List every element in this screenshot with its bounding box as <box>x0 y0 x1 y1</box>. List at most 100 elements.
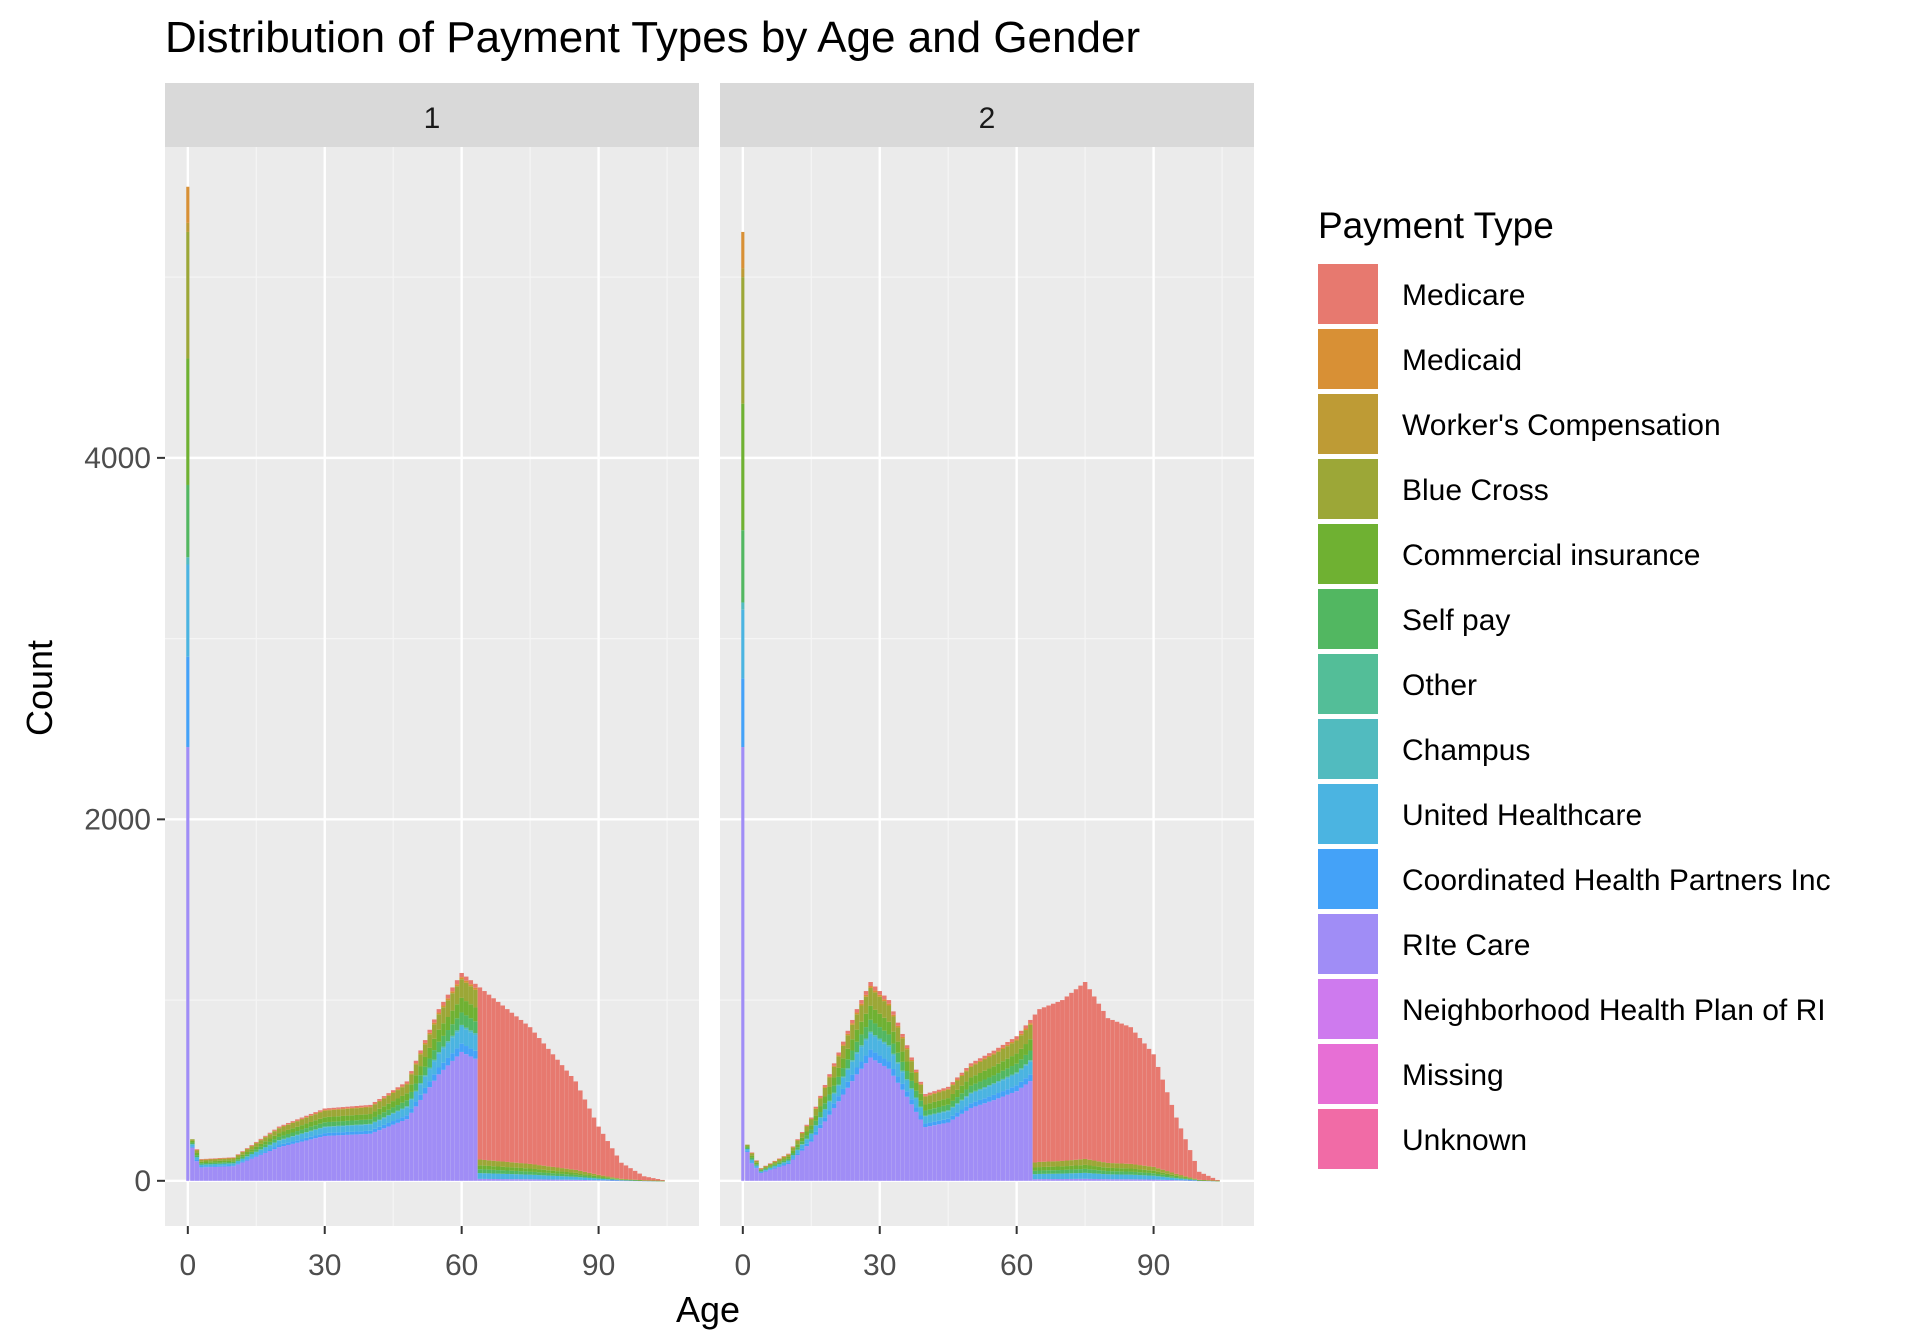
bar-segment <box>486 1160 492 1166</box>
bar-segment <box>1023 1064 1029 1066</box>
bar-segment <box>1055 1161 1060 1167</box>
bar-segment <box>331 1109 337 1110</box>
legend-item: Blue Cross <box>1318 459 1549 519</box>
legend-label: Champus <box>1402 734 1530 767</box>
bar-segment <box>836 1052 841 1056</box>
bar-segment <box>754 1164 759 1166</box>
bar-segment <box>790 1159 796 1181</box>
bar-segment <box>781 1162 787 1165</box>
bar-segment <box>605 1179 610 1181</box>
bar-segment <box>1178 1180 1184 1181</box>
bar-segment <box>932 1113 937 1115</box>
bar-segment <box>212 1163 218 1165</box>
bar-segment <box>809 1118 814 1120</box>
bar-segment <box>308 1130 314 1132</box>
bar-segment <box>991 1053 997 1055</box>
bar-segment <box>244 1149 250 1153</box>
bar-segment <box>276 1133 282 1137</box>
bar-segment <box>945 1088 951 1090</box>
bar-segment <box>827 1110 832 1115</box>
bar-segment <box>859 1068 864 1181</box>
bar-segment <box>422 1093 428 1181</box>
bar-segment <box>564 1176 569 1180</box>
bar-segment <box>1137 1165 1143 1170</box>
bar-segment <box>882 1058 887 1066</box>
bar-segment <box>741 231 745 269</box>
bar-segment <box>1114 1171 1120 1175</box>
bar-segment <box>628 1179 633 1181</box>
bar-segment <box>964 1068 969 1071</box>
bar-segment <box>863 1040 869 1056</box>
bar-segment <box>605 1178 610 1180</box>
bar-segment <box>217 1164 223 1166</box>
bar-segment <box>1018 1030 1024 1034</box>
bar-segment <box>932 1091 937 1093</box>
bar-segment <box>482 1165 487 1170</box>
bar-segment <box>863 996 869 1014</box>
bar-segment <box>486 1165 492 1170</box>
bar-segment <box>827 1074 832 1077</box>
legend-label: Neighborhood Health Plan of RI <box>1402 994 1826 1027</box>
bar-segment <box>850 1050 855 1061</box>
bar-segment <box>363 1124 369 1131</box>
bar-segment <box>1055 1001 1060 1162</box>
bar-segment <box>1087 1178 1092 1181</box>
bar-segment <box>568 1169 574 1173</box>
bar-segment <box>454 1056 460 1181</box>
bar-segment <box>987 1096 992 1102</box>
bar-segment <box>1014 1039 1019 1041</box>
bar-segment <box>836 1076 841 1085</box>
bar-segment <box>932 1125 937 1181</box>
bar-segment <box>340 1135 346 1181</box>
bar-segment <box>313 1114 318 1121</box>
bar-segment <box>409 1084 414 1092</box>
bar-segment <box>386 1115 391 1116</box>
bar-segment <box>1178 1128 1184 1176</box>
bar-segment <box>628 1179 633 1180</box>
bar-segment <box>272 1131 277 1136</box>
bar-segment <box>313 1135 318 1139</box>
bar-segment <box>741 277 745 404</box>
bar-segment <box>1028 1039 1033 1051</box>
bar-segment <box>813 1125 819 1132</box>
bar-segment <box>909 1088 914 1090</box>
bar-segment <box>217 1158 223 1161</box>
bar-segment <box>1155 1066 1161 1169</box>
bar-segment <box>1119 1171 1124 1175</box>
bar-segment <box>781 1156 787 1158</box>
bar-segment <box>854 1074 860 1181</box>
bar-segment <box>891 1011 896 1015</box>
bar-segment <box>632 1170 638 1180</box>
bar-segment <box>1146 1179 1152 1181</box>
bar-segment <box>340 1115 346 1122</box>
bar-segment <box>1174 1117 1179 1174</box>
bar-segment <box>1105 1018 1111 1163</box>
bar-segment <box>982 1098 987 1104</box>
bar-segment <box>317 1134 323 1138</box>
bar-segment <box>840 1058 846 1069</box>
bar-segment <box>409 1073 414 1075</box>
bar-segment <box>1014 1040 1019 1054</box>
bar-segment <box>249 1153 254 1155</box>
bar-segment <box>203 1163 209 1165</box>
bar-segment <box>377 1101 382 1109</box>
bar-segment <box>418 1099 423 1181</box>
bar-segment <box>404 1083 410 1085</box>
bar-segment <box>395 1098 401 1106</box>
bar-segment <box>454 986 460 1005</box>
bar-segment <box>441 1062 446 1070</box>
bar-segment <box>831 1093 837 1104</box>
bar-segment <box>982 1055 987 1059</box>
bar-segment <box>217 1158 223 1159</box>
bar-segment <box>1178 1175 1184 1177</box>
bar-segment <box>573 1179 579 1181</box>
bar-segment <box>203 1161 209 1164</box>
legend-title: Payment Type <box>1318 205 1554 246</box>
bar-segment <box>991 1100 997 1181</box>
bar-segment <box>836 1056 841 1068</box>
bar-segment <box>1005 1058 1010 1069</box>
bar-segment <box>758 1168 764 1169</box>
bar-segment <box>1105 1179 1111 1181</box>
bar-segment <box>231 1157 236 1159</box>
panel-background <box>720 147 1254 1226</box>
